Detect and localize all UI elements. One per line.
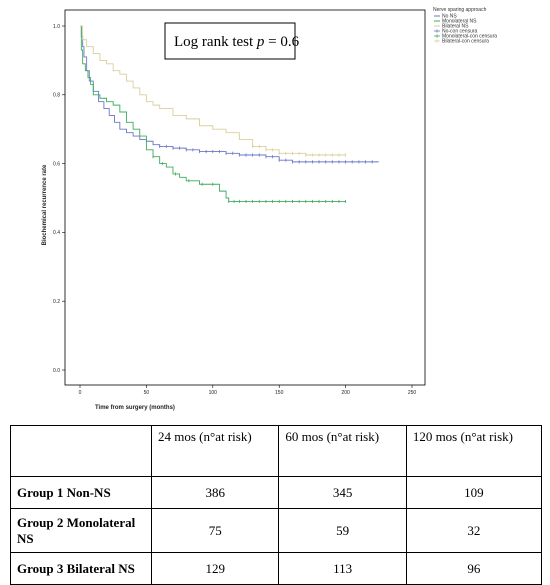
y-tick-label: 0.0 [53,368,60,374]
y-tick-label: 0.8 [53,93,60,99]
row-label: Group 1 Non-NS [10,476,152,509]
header-cell [10,425,152,477]
table-row: Group 1 Non-NS 386 345 109 [10,476,543,509]
header-cell: 60 mos (n°at risk) [278,425,407,477]
y-tick-label: 0.6 [53,161,60,167]
cell-value: 32 [405,508,543,553]
risk-table: 24 mos (n°at risk) 60 mos (n°at risk) 12… [10,425,543,585]
cell-value: 96 [405,552,543,585]
row-label: Group 3 Bilateral NS [10,552,152,585]
header-cell: 120 mos (n°at risk) [405,425,543,477]
x-tick-label: 100 [209,390,218,396]
series-line-monolateral-ns [80,25,346,202]
table-row: Group 3 Bilateral NS 129 113 96 [10,552,543,585]
x-tick-label: 0 [79,390,82,396]
x-axis-title: Time from surgery (months) [95,405,175,411]
row-label: Group 2 Monolateral NS [10,508,152,553]
legend: Nerve sparing approach No NSMonolateral … [433,7,497,45]
axes: 0 50 100 150 200 250 0.0 0.2 0.4 0.6 0.8 1.0 [53,24,416,396]
km-chart: 0 50 100 150 200 250 0.0 0.2 0.4 0.6 0.8 1.0 Log ra… [42,7,497,411]
legend-label: Monolateral NS [442,19,477,25]
y-tick-label: 1.0 [53,24,60,30]
log-rank-annotation: Log rank test p = 0.6 [164,22,300,60]
legend-label: Bilateral NS [442,24,469,30]
series-layer [80,25,379,204]
legend-label: Monolateral-con censura [442,34,497,40]
y-axis-title: Biochemical recurrence rate [42,164,48,245]
cell-value: 109 [405,476,543,509]
cell-value: 75 [150,508,280,553]
annotation-text: Log rank test p = 0.6 [174,34,300,50]
cell-value: 386 [150,476,280,509]
legend-label: Bilateral-con censura [442,39,489,45]
x-tick-label: 50 [144,390,150,396]
x-tick-label: 200 [341,390,350,396]
legend-label: No NS [442,14,457,20]
plot-area [64,9,426,386]
x-tick-label: 250 [408,390,417,396]
x-tick-label: 150 [275,390,284,396]
y-tick-label: 0.2 [53,299,60,305]
header-cell: 24 mos (n°at risk) [150,425,280,477]
cell-value: 113 [278,552,407,585]
cell-value: 345 [278,476,407,509]
legend-title: Nerve sparing approach [433,7,487,13]
plot-frame [64,9,426,386]
table-header-row: 24 mos (n°at risk) 60 mos (n°at risk) 12… [10,425,543,477]
legend-label: No-con censura [442,29,478,35]
cell-value: 129 [150,552,280,585]
cell-value: 59 [278,508,407,553]
y-tick-label: 0.4 [53,230,60,236]
table-row: Group 2 Monolateral NS 75 59 32 [10,508,543,553]
